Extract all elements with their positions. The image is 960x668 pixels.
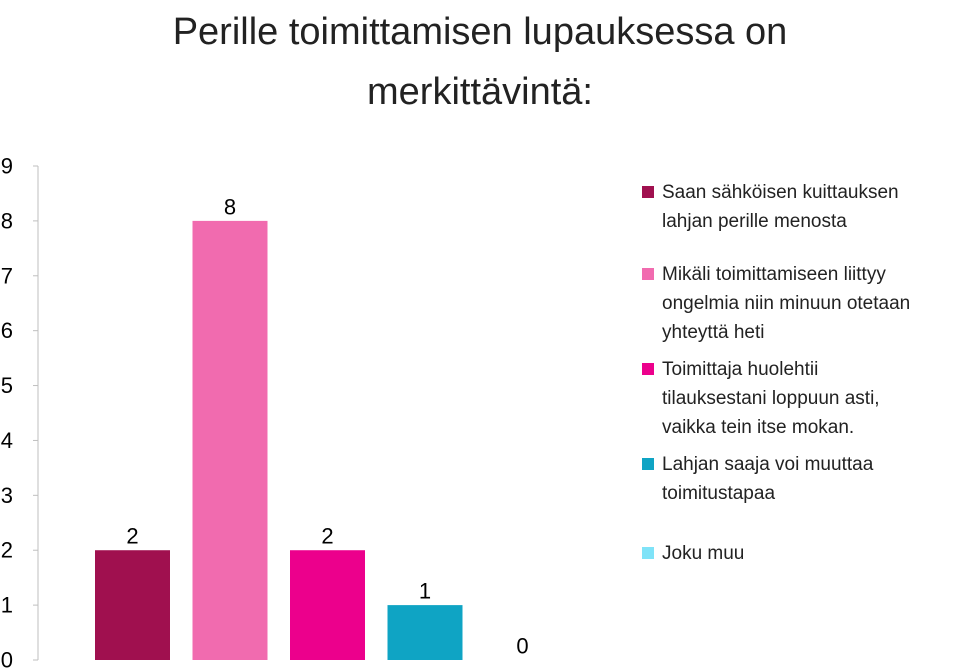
legend-item-1: Saan sähköisen kuittauksen lahjan perille… [642,178,960,236]
y-tick-label: 2 [1,538,13,563]
legend-swatch [642,186,654,198]
legend-swatch [642,268,654,280]
y-tick-label: 7 [1,263,13,288]
y-tick-label: 3 [1,483,13,508]
bar-3 [290,550,365,660]
legend-item-3: Toimittaja huolehtii tilauksestani loppuu… [642,355,960,442]
chart-title: Perille toimittamisen lupauksessa on mer… [0,2,960,122]
y-tick-label: 5 [1,373,13,398]
legend-label-line: ongelmia niin minuun otetaan [662,293,911,314]
legend-label-line: yhteyttä heti [662,322,765,343]
data-label-5: 0 [516,634,528,659]
data-label-2: 8 [224,194,236,219]
data-label-4: 1 [419,579,431,604]
legend-label-line: Mikäli toimittamiseen liittyy [662,264,886,285]
legend: Saan sähköisen kuittauksen lahjan perille… [642,178,960,568]
legend-item-5: Joku muu [642,539,960,568]
chart-title-line-1: Perille toimittamisen lupauksessa on [172,11,788,53]
y-tick-label: 9 [1,154,13,179]
y-axis: 0 1 2 3 4 5 6 7 8 9 [1,154,39,668]
legend-label-line: Saan sähköisen kuittauksen [662,182,899,203]
y-tick-label: 8 [1,208,13,233]
y-tick-label: 6 [1,318,13,343]
chart-title-line-2: merkittävintä: [367,71,593,113]
legend-label-line: Toimittaja huolehtii [662,359,819,380]
bars [95,220,463,660]
y-tick-label: 4 [1,428,13,453]
legend-swatch [642,458,654,470]
legend-label-line: Lahjan saaja voi muuttaa [662,454,874,475]
legend-item-2: Mikäli toimittamiseen liittyy ongelmia ni… [642,260,960,347]
legend-label-line: lahjan perille menosta [662,211,847,232]
bar-4 [387,605,463,660]
data-label-1: 2 [126,524,138,549]
data-label-3: 2 [321,524,333,549]
legend-item-4: Lahjan saaja voi muuttaa toimitustapaa [642,450,960,508]
legend-label-line: tilauksestani loppuun asti, [662,388,880,409]
legend-label-line: toimitustapaa [662,483,776,504]
bar-1 [95,550,170,660]
bar-2 [192,220,268,660]
legend-swatch [642,547,654,559]
y-tick-label: 1 [1,593,13,618]
legend-swatch [642,363,654,375]
legend-label-line: Joku muu [662,543,745,564]
data-labels: 2 8 2 1 0 [126,194,528,658]
legend-label-line: vaikka tein itse mokan. [662,417,855,438]
y-tick-label: 0 [1,648,13,668]
